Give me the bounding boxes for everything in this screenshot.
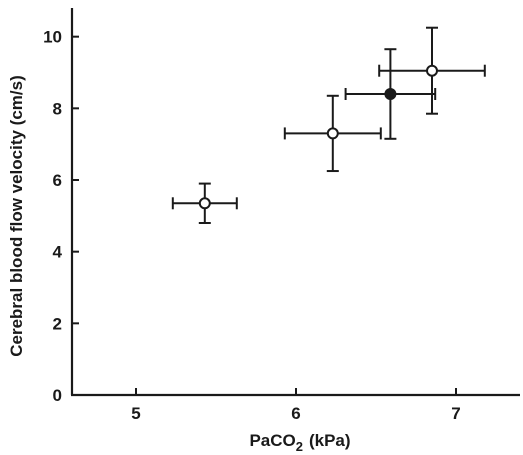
x-tick-label: 5	[131, 404, 140, 423]
x-tick-label: 6	[291, 404, 300, 423]
axes	[70, 8, 520, 397]
x-axis-title-subscript: 2	[296, 439, 303, 454]
y-axis-title: Cerebral blood flow velocity (cm/s)	[7, 75, 26, 357]
y-tick-label: 8	[53, 99, 62, 118]
data-point-open	[426, 64, 438, 77]
x-axis-title-unit: (kPa)	[309, 431, 351, 450]
error-bars	[171, 26, 486, 224]
y-tick-label: 6	[53, 171, 62, 190]
data-point-open	[326, 127, 339, 140]
data-point-open	[198, 197, 211, 210]
data-point-filled	[384, 88, 397, 100]
y-tick-label: 2	[53, 314, 62, 333]
x-axis-title: PaCO2 (kPa)	[249, 431, 350, 454]
y-tick-label: 0	[53, 386, 62, 405]
y-tick-label: 4	[53, 243, 63, 262]
y-tick-label: 10	[43, 28, 62, 47]
data-points	[198, 64, 438, 210]
x-axis-title-main: PaCO	[249, 431, 295, 450]
ticks: 0 2 4 6 8 10 5 6 7	[43, 28, 461, 423]
x-tick-label: 7	[451, 404, 460, 423]
